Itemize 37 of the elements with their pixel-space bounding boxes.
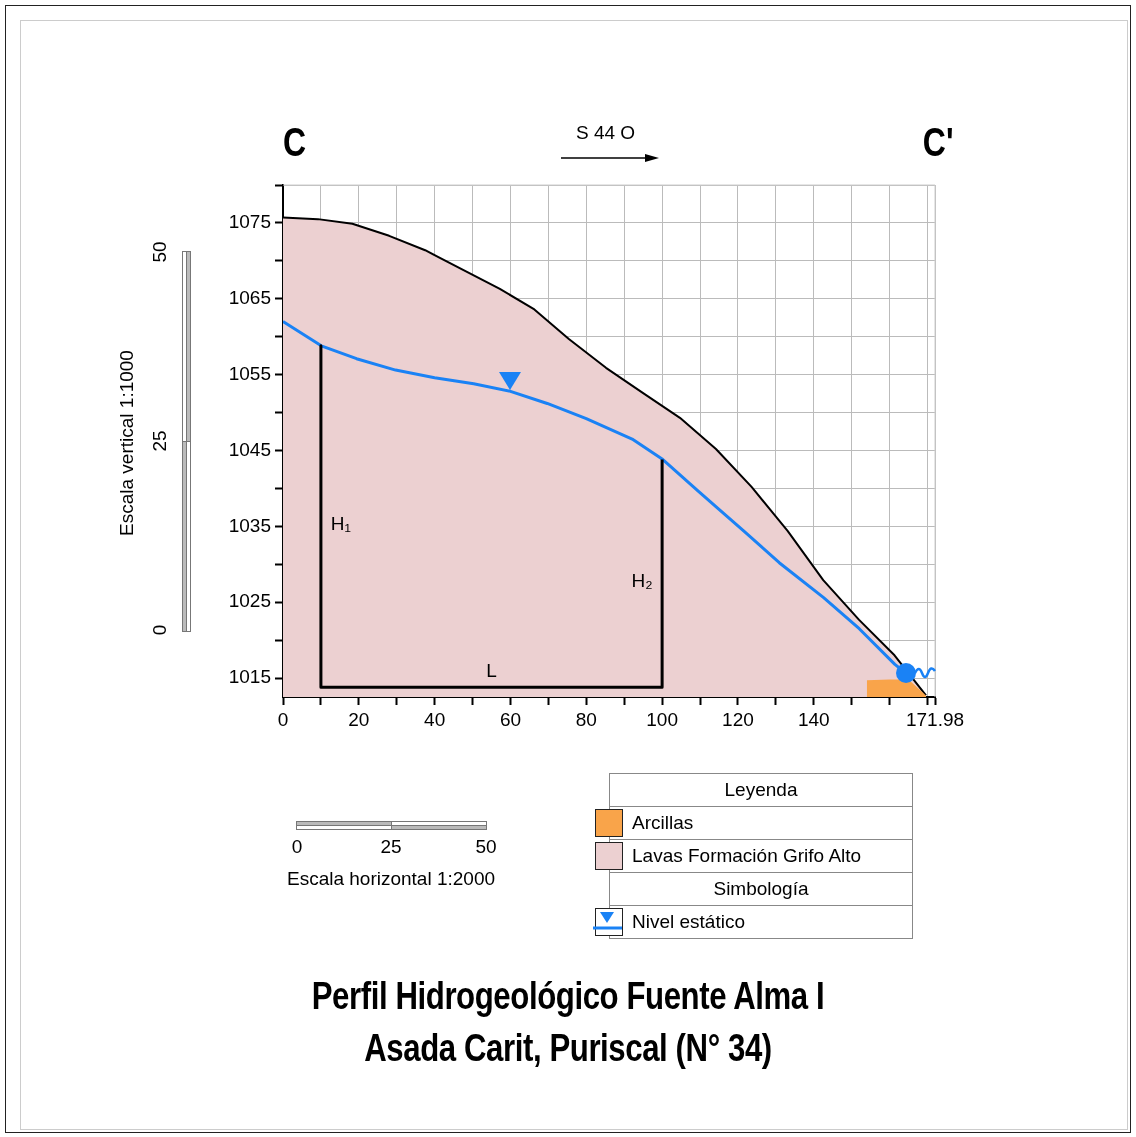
text: Escala vertical 1:1000	[116, 350, 138, 536]
x-tick-label: 40	[424, 708, 446, 730]
legend-label: Nivel estático	[609, 905, 913, 939]
text: 25	[149, 430, 171, 452]
y-tick-label: 1055	[228, 362, 271, 384]
text: 0	[149, 624, 171, 636]
text: 0	[291, 836, 303, 858]
legend-label: Lavas Formación Grifo Alto	[609, 839, 913, 873]
annotation: H₁	[330, 513, 351, 536]
x-tick-label: 80	[575, 708, 597, 730]
x-tick-label: 20	[348, 708, 370, 730]
text: Escala horizontal 1:2000	[286, 868, 496, 890]
x-tick-label: 100	[646, 708, 678, 730]
y-tick-label: 1035	[228, 514, 271, 536]
y-tick-label: 1065	[228, 287, 271, 309]
x-tick-label: 140	[797, 708, 830, 730]
legend-title: Leyenda	[609, 773, 913, 807]
text: 25	[380, 836, 402, 858]
y-tick-label: 1075	[228, 211, 271, 233]
text: Perfil Hidrogeológico Fuente Alma I	[310, 975, 826, 1018]
text: C'	[922, 120, 954, 165]
annotation: L	[486, 660, 497, 683]
text: 50	[475, 836, 497, 858]
x-tick-label: 0	[277, 708, 289, 730]
legend-label: Arcillas	[609, 806, 913, 840]
y-tick-label: 1025	[228, 590, 271, 612]
text: C	[282, 120, 306, 165]
annotation: H₂	[631, 570, 653, 593]
text: Simbología	[609, 872, 913, 906]
x-tick-label: 60	[499, 708, 522, 730]
x-tick-label: 120	[722, 708, 754, 730]
y-tick-label: 1045	[228, 438, 271, 460]
x-tick-label: 171.98	[905, 708, 965, 730]
text: Asada Carit, Puriscal (N° 34)	[363, 1027, 773, 1070]
text: 50	[149, 241, 171, 263]
text: S 44 O	[576, 122, 636, 144]
y-tick-label: 1015	[228, 666, 271, 688]
